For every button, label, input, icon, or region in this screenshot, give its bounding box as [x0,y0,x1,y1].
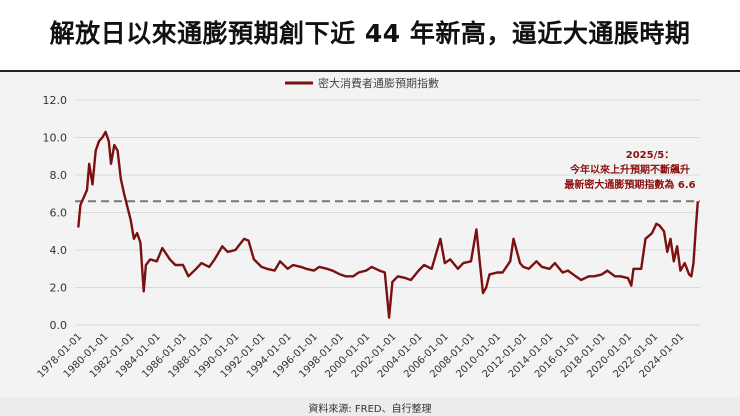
annotation-line-3: 最新密大通膨預期指數為 6.6 [564,178,695,191]
annotation-line-2: 今年以來上升預期不斷飆升 [569,163,690,176]
y-tick-label: 2.0 [50,282,68,295]
annotation-line-1: 2025/5： [626,150,674,161]
series-line [77,130,699,319]
y-axis: 0.0 2.0 4.0 6.0 8.0 10.0 12.0 [43,94,68,332]
legend-label: 密大消費者通膨預期指數 [318,76,439,90]
y-tick-label: 4.0 [50,244,68,257]
source-note: 資料來源: FRED、自行整理 [308,404,432,415]
grid-layer [75,99,700,326]
title-bar: 解放日以來通膨預期創下近 44 年新高，逼近大通脹時期 [0,0,740,72]
chart-svg: 0.0 2.0 4.0 6.0 8.0 10.0 12.0 1978-01-011980-0… [36,76,700,380]
y-tick-label: 10.0 [43,132,68,145]
legend: 密大消費者通膨預期指數 [285,76,439,90]
y-tick-label: 0.0 [50,319,68,332]
x-axis: 1978-01-011980-01-011982-01-011984-01-01… [36,331,687,380]
y-tick-label: 12.0 [43,94,68,107]
y-tick-label: 6.0 [50,207,68,220]
chart-area: 0.0 2.0 4.0 6.0 8.0 10.0 12.0 1978-01-01 1980-0… [0,72,740,398]
y-tick-label: 8.0 [50,169,68,182]
annotation: 2025/5： 今年以來上升預期不斷飆升 最新密大通膨預期指數為 6.6 [564,150,695,191]
chart-title: 解放日以來通膨預期創下近 44 年新高，逼近大通脹時期 [49,19,691,48]
